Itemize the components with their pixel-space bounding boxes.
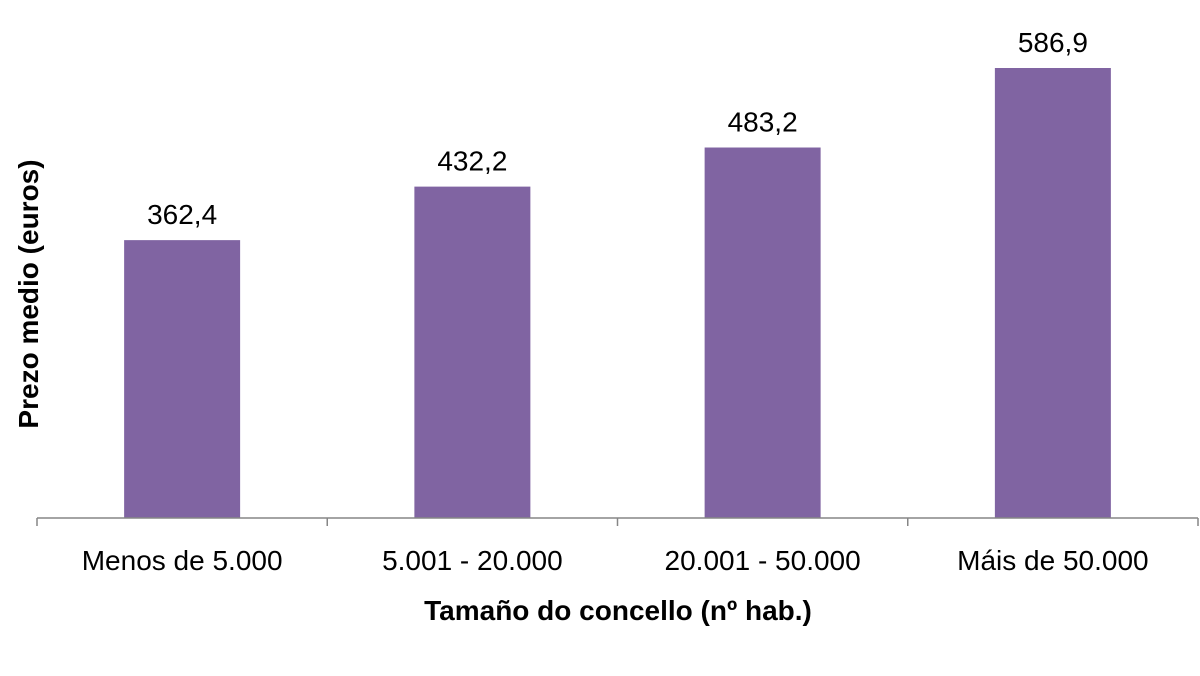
bar-value-label: 432,2 bbox=[437, 146, 507, 177]
data-labels-group: 362,4 432,2 483,2 586,9 bbox=[147, 27, 1088, 230]
bar bbox=[704, 147, 821, 518]
bar-value-label: 586,9 bbox=[1018, 27, 1088, 58]
x-tick-labels-group: Menos de 5.000 5.001 - 20.000 20.001 - 50.… bbox=[82, 545, 1149, 576]
bar bbox=[414, 186, 531, 519]
x-axis bbox=[36, 517, 1199, 526]
y-axis-title: Prezo medio (euros) bbox=[13, 159, 44, 428]
bar-value-label: 483,2 bbox=[728, 107, 798, 138]
x-tick-label: 20.001 - 50.000 bbox=[665, 545, 861, 576]
x-tick-label: Máis de 50.000 bbox=[957, 545, 1148, 576]
x-tick-label: Menos de 5.000 bbox=[82, 545, 283, 576]
bars-group bbox=[124, 68, 1111, 519]
bar bbox=[124, 240, 241, 518]
x-tick-label: 5.001 - 20.000 bbox=[382, 545, 563, 576]
bar bbox=[994, 68, 1111, 518]
x-axis-title: Tamaño do concello (nº hab.) bbox=[424, 595, 812, 626]
bar-value-label: 362,4 bbox=[147, 199, 217, 230]
